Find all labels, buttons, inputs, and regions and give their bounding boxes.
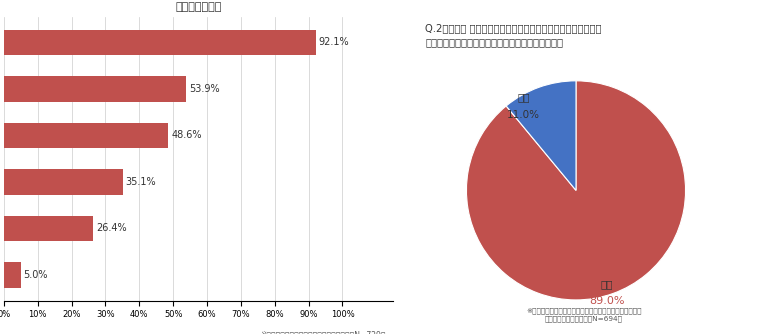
Text: 11.0%: 11.0% bbox=[507, 110, 540, 120]
Text: 89.0%: 89.0% bbox=[589, 296, 624, 306]
Text: Q.2穴パンチ 等で通し穴を開けるタイプのファイリングの際、
通し穴が破損したことがありますか？（単数回答）: Q.2穴パンチ 等で通し穴を開けるタイプのファイリングの際、 通し穴が破損したこ… bbox=[425, 23, 602, 47]
Bar bbox=[4, 262, 21, 288]
Bar bbox=[4, 123, 168, 148]
Text: 26.4%: 26.4% bbox=[96, 223, 127, 233]
Bar bbox=[4, 216, 93, 241]
Bar bbox=[4, 169, 123, 195]
Text: ※２穴パンチ等で通し穴を開けるタイプのファイリングを
したことがある人のみ（N=694）: ※２穴パンチ等で通し穴を開けるタイプのファイリングを したことがある人のみ（N=… bbox=[526, 307, 641, 322]
Wedge shape bbox=[506, 81, 576, 190]
Text: 35.1%: 35.1% bbox=[125, 177, 156, 187]
Text: 92.1%: 92.1% bbox=[319, 37, 349, 47]
Text: ※職場で書類のファイリングを行う人のみ（N=729）: ※職場で書類のファイリングを行う人のみ（N=729） bbox=[260, 331, 386, 334]
Bar bbox=[4, 76, 187, 102]
Text: ある: ある bbox=[601, 279, 613, 289]
Bar bbox=[4, 30, 316, 55]
Title: Q  現在あなたは職場で、どのようにファイリングをしていますか？
（複数選択可）: Q 現在あなたは職場で、どのようにファイリングをしていますか？ （複数選択可） bbox=[94, 0, 303, 12]
Wedge shape bbox=[466, 81, 686, 300]
Text: ない: ない bbox=[517, 93, 530, 103]
Text: 5.0%: 5.0% bbox=[24, 270, 48, 280]
Text: 48.6%: 48.6% bbox=[171, 130, 202, 140]
Text: 53.9%: 53.9% bbox=[189, 84, 220, 94]
